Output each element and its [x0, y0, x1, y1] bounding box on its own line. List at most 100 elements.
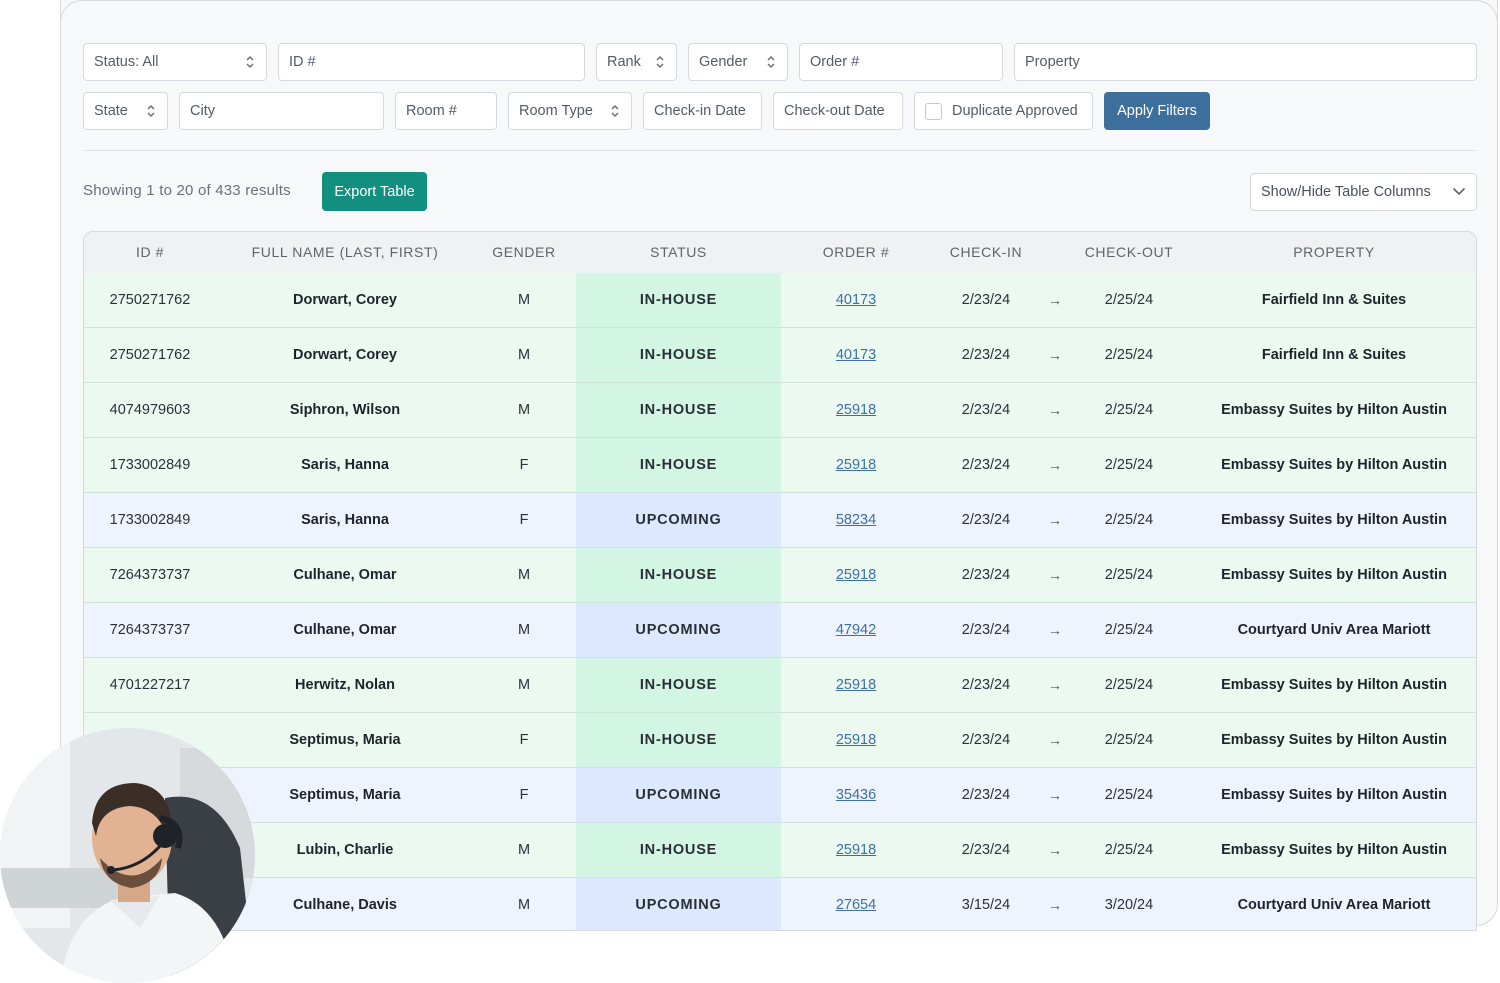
cell-name: Saris, Hanna: [301, 457, 389, 473]
arrow-right-icon: →: [1048, 402, 1062, 418]
arrow-right-icon: →: [1048, 292, 1062, 308]
cell-name: Culhane, Omar: [293, 622, 397, 638]
arrow-right-icon: →: [1048, 897, 1062, 913]
cell-id: 1733002849: [109, 512, 191, 528]
table-row[interactable]: Culhane, Davis M UPCOMING 27654 3/15/24 3/20/…: [84, 878, 1476, 930]
room-input[interactable]: Room #: [395, 92, 497, 130]
cell-order-link[interactable]: 25918: [835, 732, 877, 748]
table-row[interactable]: 7264373737 Culhane, Omar M UPCOMING 47942 2/2…: [84, 603, 1476, 658]
status-cell-background: [576, 328, 781, 382]
id-input-placeholder: ID #: [289, 54, 316, 70]
rank-select[interactable]: Rank: [596, 43, 677, 81]
table-row[interactable]: 4701227217 Herwitz, Nolan M IN-HOUSE 25918 2/…: [84, 658, 1476, 713]
status-cell-background: [576, 493, 781, 547]
order-input[interactable]: Order #: [799, 43, 1003, 81]
table-row[interactable]: 4074979603 Siphron, Wilson M IN-HOUSE 25918 2…: [84, 383, 1476, 438]
cell-order-link[interactable]: 40173: [835, 347, 877, 363]
column-header-status[interactable]: STATUS: [650, 244, 707, 260]
status-select[interactable]: Status: All: [83, 43, 267, 81]
cell-gender: F: [519, 457, 529, 473]
status-cell-background: [576, 823, 781, 877]
cell-status: UPCOMING: [635, 787, 722, 803]
column-header-name[interactable]: FULL NAME (LAST, FIRST): [251, 244, 439, 260]
id-input[interactable]: ID #: [278, 43, 585, 81]
column-header-checkout[interactable]: CHECK-OUT: [1084, 244, 1174, 260]
column-header-gender[interactable]: GENDER: [492, 244, 556, 260]
cell-status: IN-HOUSE: [639, 677, 718, 693]
cell-id: 2750271762: [109, 292, 191, 308]
status-cell-background: [576, 658, 781, 712]
cell-order-link[interactable]: 40173: [835, 292, 877, 308]
arrow-right-icon: →: [1048, 347, 1062, 363]
checkin-date-input[interactable]: Check-in Date: [643, 92, 762, 130]
cell-order-link[interactable]: 25918: [835, 457, 877, 473]
cell-name: Septimus, Maria: [289, 787, 401, 803]
cell-checkin: 2/23/24: [961, 567, 1011, 583]
cell-checkout: 2/25/24: [1104, 512, 1154, 528]
cell-order-link[interactable]: 58234: [835, 512, 877, 528]
cell-order-link[interactable]: 27654: [835, 897, 877, 913]
cell-name: Septimus, Maria: [289, 732, 401, 748]
checkout-date-placeholder: Check-out Date: [784, 103, 885, 119]
state-select[interactable]: State: [83, 92, 168, 130]
updown-chevron-icon: [609, 102, 621, 120]
column-header-property[interactable]: PROPERTY: [1293, 244, 1375, 260]
table-row[interactable]: 2750271762 Dorwart, Corey M IN-HOUSE 40173 2/…: [84, 328, 1476, 383]
checkbox-square[interactable]: [925, 102, 942, 120]
cell-checkout: 2/25/24: [1104, 457, 1154, 473]
cell-property: Embassy Suites by Hilton Austin: [1221, 512, 1447, 528]
cell-order-link[interactable]: 25918: [835, 842, 877, 858]
cell-order-link[interactable]: 35436: [835, 787, 877, 803]
apply-filters-button[interactable]: Apply Filters: [1104, 92, 1210, 130]
gender-select[interactable]: Gender: [688, 43, 788, 81]
table-row[interactable]: 2750271762 Dorwart, Corey M IN-HOUSE 40173 2/…: [84, 273, 1476, 328]
room-type-select[interactable]: Room Type: [508, 92, 632, 130]
cell-order-link[interactable]: 25918: [835, 567, 877, 583]
cell-status: IN-HOUSE: [639, 292, 718, 308]
show-hide-columns-dropdown[interactable]: Show/Hide Table Columns: [1250, 173, 1477, 211]
cell-property: Fairfield Inn & Suites: [1261, 292, 1407, 308]
table-row[interactable]: 1733002849 Saris, Hanna F UPCOMING 58234 2/23…: [84, 493, 1476, 548]
cell-order-link[interactable]: 47942: [835, 622, 877, 638]
status-cell-background: [576, 878, 781, 930]
cell-gender: M: [517, 347, 531, 363]
cell-order-link[interactable]: 25918: [835, 402, 877, 418]
cell-gender: M: [517, 292, 531, 308]
cell-status: IN-HOUSE: [639, 347, 718, 363]
room-input-placeholder: Room #: [406, 103, 457, 119]
cell-name: Lubin, Charlie: [296, 842, 394, 858]
arrow-right-icon: →: [1048, 787, 1062, 803]
duplicate-approved-label: Duplicate Approved: [952, 103, 1078, 119]
cell-property: Embassy Suites by Hilton Austin: [1221, 457, 1447, 473]
checkout-date-input[interactable]: Check-out Date: [773, 92, 903, 130]
table-row[interactable]: 1733002849 Saris, Hanna F IN-HOUSE 25918 2/23…: [84, 438, 1476, 493]
table-row[interactable]: Septimus, Maria F IN-HOUSE 25918 2/23/24 2/25…: [84, 713, 1476, 768]
cell-property: Fairfield Inn & Suites: [1261, 347, 1407, 363]
export-table-button[interactable]: Export Table: [322, 172, 427, 211]
cell-name: Culhane, Omar: [293, 567, 397, 583]
support-agent-illustration: [0, 728, 255, 983]
cell-property: Embassy Suites by Hilton Austin: [1221, 732, 1447, 748]
status-cell-background: [576, 603, 781, 657]
cell-gender: F: [519, 732, 529, 748]
duplicate-approved-checkbox[interactable]: Duplicate Approved: [914, 92, 1093, 130]
cell-property: Embassy Suites by Hilton Austin: [1221, 677, 1447, 693]
cell-order-link[interactable]: 25918: [835, 677, 877, 693]
cell-name: Herwitz, Nolan: [295, 677, 395, 693]
cell-checkin: 2/23/24: [961, 292, 1011, 308]
cell-gender: F: [519, 787, 529, 803]
table-row[interactable]: Lubin, Charlie M IN-HOUSE 25918 2/23/24 2/25/…: [84, 823, 1476, 878]
column-header-checkin[interactable]: CHECK-IN: [949, 244, 1023, 260]
column-header-id[interactable]: ID #: [135, 244, 165, 260]
column-header-order[interactable]: ORDER #: [822, 244, 890, 260]
table-row[interactable]: Septimus, Maria F UPCOMING 35436 2/23/24 2/25…: [84, 768, 1476, 823]
cell-gender: M: [517, 622, 531, 638]
city-input[interactable]: City: [179, 92, 384, 130]
updown-chevron-icon: [145, 102, 157, 120]
cell-id: 4074979603: [109, 402, 191, 418]
cell-checkin: 2/23/24: [961, 732, 1011, 748]
table-row[interactable]: 7264373737 Culhane, Omar M IN-HOUSE 25918 2/2…: [84, 548, 1476, 603]
property-input[interactable]: Property: [1014, 43, 1477, 81]
show-hide-columns-label: Show/Hide Table Columns: [1261, 184, 1431, 200]
status-cell-background: [576, 713, 781, 767]
